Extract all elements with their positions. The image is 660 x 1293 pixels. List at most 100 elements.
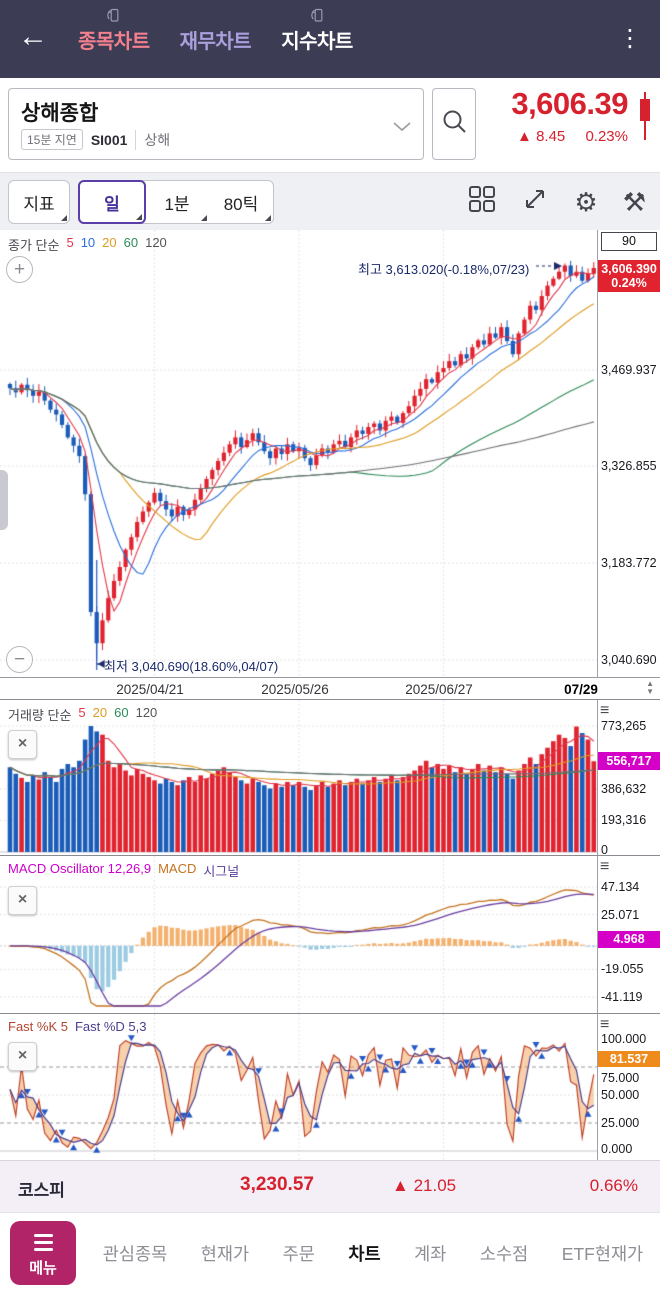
low-annotation: 최저 3,040.690(18.60%,04/07): [104, 659, 279, 674]
stochastic-panel: Fast %K 5 Fast %D 5,3 × ≡ 100.000 81.537…: [0, 1013, 660, 1161]
back-button[interactable]: ←: [18, 20, 48, 53]
vma20-label: 20: [92, 705, 108, 720]
indicator-button[interactable]: 지표: [8, 180, 70, 224]
legend-title: 거래량 단순: [8, 708, 72, 723]
stochastic-chart-canvas[interactable]: [0, 1014, 597, 1161]
macd-y-label: -41.119: [601, 990, 643, 1004]
search-button[interactable]: [432, 88, 476, 160]
close-icon[interactable]: ×: [8, 886, 37, 915]
panel-drag-icon[interactable]: ≡: [600, 858, 610, 875]
stochastic-legend: Fast %K 5 Fast %D 5,3: [8, 1019, 147, 1034]
close-icon[interactable]: ×: [8, 1042, 37, 1071]
zoom-out-icon[interactable]: −: [6, 646, 33, 673]
price-chart-canvas[interactable]: [0, 230, 597, 677]
menu-label: 메뉴: [29, 1260, 57, 1277]
kospi-percent: 0.66%: [589, 1176, 638, 1195]
stoch-y-label: 75.000: [601, 1071, 640, 1085]
current-price: 3,606.39: [511, 86, 628, 121]
timeframe-1min-button[interactable]: 1분: [145, 181, 209, 223]
layout-grid-icon[interactable]: [468, 185, 496, 218]
candle-icon: [640, 92, 650, 140]
badge-price: 3,606.390: [601, 262, 657, 276]
zoom-in-icon[interactable]: +: [6, 256, 33, 283]
ma5-label: 5: [66, 235, 74, 250]
nav-item-watchlist[interactable]: 관심종목: [102, 1243, 168, 1264]
current-volume-badge: 556,717: [598, 752, 660, 770]
volume-legend: 거래량 단순 5 20 60 120: [8, 705, 157, 724]
close-icon[interactable]: ×: [8, 730, 37, 759]
stoch-y-label: 25.000: [601, 1116, 640, 1130]
tools-icon[interactable]: ⚒: [622, 186, 646, 217]
tab-financial-chart[interactable]: 재무차트: [180, 8, 252, 54]
delay-tag: 15분 지연: [21, 129, 83, 150]
search-icon: [441, 108, 468, 140]
nav-item-chart[interactable]: 차트: [348, 1243, 381, 1264]
kebab-menu-icon[interactable]: ⋮: [618, 25, 642, 52]
nav-item-order[interactable]: 주문: [282, 1243, 315, 1264]
legend-title: 종가 단순: [8, 238, 60, 253]
vma60-label: 60: [114, 705, 129, 720]
vma120-label: 120: [135, 705, 158, 720]
high-annotation: 최고 3,613.020(-0.18%,07/23): [358, 262, 530, 277]
x-axis-label: 2025/05/26: [261, 682, 329, 697]
chart-drag-handle[interactable]: [0, 470, 8, 530]
nav-items: 관심종목 현재가 주문 차트 계좌 소수점 ETF현재가: [86, 1213, 660, 1293]
tab-index-chart[interactable]: 지수차트: [281, 8, 353, 54]
panel-drag-icon[interactable]: ≡: [600, 702, 610, 719]
app-header: ← 종목차트 재무차트 지수차트 ⋮: [0, 0, 660, 78]
chart-toolbar: 지표 일 1분 80틱 ⚙ ⚒: [0, 172, 660, 230]
panel-drag-icon[interactable]: ≡: [600, 1016, 610, 1033]
vma5-label: 5: [78, 705, 86, 720]
volume-chart-canvas[interactable]: [0, 700, 597, 856]
settings-gear-icon[interactable]: ⚙: [574, 186, 598, 217]
x-axis-scroll-arrows[interactable]: ▲ ▼: [646, 680, 654, 696]
nav-item-quote[interactable]: 현재가: [200, 1243, 250, 1264]
macd-y-label: 25.071: [601, 908, 640, 922]
ma60-label: 60: [123, 235, 139, 250]
kospi-change-value: 21.05: [413, 1176, 457, 1195]
stoch-y-label: 100.000: [601, 1032, 647, 1046]
timeframe-80tick-button[interactable]: 80틱: [209, 181, 273, 223]
macd-y-label: 47.134: [601, 880, 640, 894]
ma10-label: 10: [80, 235, 96, 250]
scroll-down-icon[interactable]: ▼: [646, 687, 654, 696]
fullscreen-expand-icon[interactable]: [521, 185, 549, 218]
symbol-selector[interactable]: 상해종합 15분 지연 SI001 상해: [8, 88, 424, 160]
macd-chart-canvas[interactable]: [0, 856, 597, 1014]
stoch-y-label: 0.000: [601, 1142, 633, 1156]
nav-item-account[interactable]: 계좌: [414, 1243, 447, 1264]
candle-count-box: 90: [601, 232, 657, 251]
volume-y-label: 773,265: [601, 719, 647, 733]
kospi-name: 코스피: [18, 1181, 65, 1200]
ma20-label: 20: [102, 235, 117, 250]
volume-y-axis: ≡ 773,265 556,717 386,632 193,316 0: [597, 700, 660, 857]
timeframe-day-button[interactable]: 일: [78, 180, 146, 224]
macd-legend: MACD Oscillator 12,26,9 MACD 시그널: [8, 861, 239, 880]
symbol-code: SI001: [90, 131, 128, 148]
scroll-up-icon[interactable]: ▲: [646, 679, 654, 688]
ma120-label: 120: [145, 235, 167, 250]
nav-item-fractional[interactable]: 소수점: [479, 1243, 529, 1264]
kospi-ticker-bar[interactable]: 코스피 3,230.57 ▲ 21.05 0.66%: [0, 1160, 660, 1212]
menu-icon: [34, 1241, 53, 1244]
nav-item-etf[interactable]: ETF현재가: [561, 1243, 644, 1264]
menu-icon: [34, 1248, 53, 1251]
tab-label: 종목차트: [78, 31, 150, 53]
market-name: 상해: [135, 129, 170, 150]
x-axis-label: 2025/04/21: [116, 682, 184, 697]
macd-line-label: MACD: [158, 861, 197, 876]
price-change: ▲ 8.45 0.23%: [511, 128, 628, 145]
menu-button[interactable]: 메뉴: [10, 1221, 76, 1285]
timeframe-group: 일 1분 80틱: [78, 180, 274, 224]
volume-panel: 거래량 단순 5 20 60 120 × ≡ 773,265 556,717 3…: [0, 699, 660, 857]
price-legend: 종가 단순 5 10 20 60 120: [8, 235, 167, 254]
symbol-name: 상해종합: [21, 102, 99, 125]
price-chart-panel: 종가 단순 5 10 20 60 120 + − 최고 3,613.020(-0…: [0, 230, 660, 677]
price-y-axis: 90 3,606.390 0.24% 3,469.937 3,326.855 3…: [597, 230, 660, 677]
tab-stock-chart[interactable]: 종목차트: [78, 8, 150, 54]
volume-y-label: 386,632: [601, 782, 647, 796]
macd-current-badge: 4.968: [598, 931, 660, 948]
rotate-phone-icon: [106, 8, 121, 23]
macd-y-axis: ≡ 47.134 25.071 4.968 -19.055 -41.119: [597, 856, 660, 1013]
